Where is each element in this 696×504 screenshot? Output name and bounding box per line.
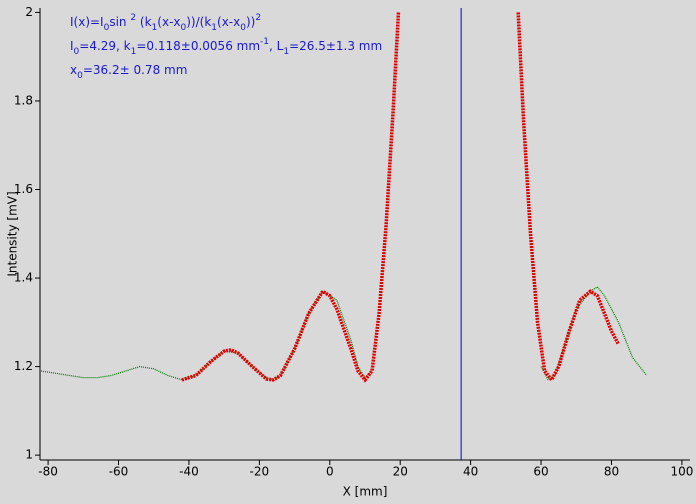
x-tick-label: 60 — [533, 465, 548, 479]
x-tick-label: -40 — [179, 465, 199, 479]
annotation-run: 1 — [152, 23, 158, 33]
y-tick-label: 1 — [25, 448, 33, 462]
annotation-run: x — [70, 63, 77, 77]
y-axis-label: Intensity [mV] — [6, 191, 20, 276]
annotation-run: (k — [136, 15, 151, 29]
annotation-run: (x-x — [157, 15, 180, 29]
annotation-run: 0 — [74, 47, 80, 57]
annotation-run: =36.2± 0.78 mm — [83, 63, 188, 77]
data-line — [181, 12, 621, 384]
annotation-run: sin — [109, 15, 130, 29]
x-tick-label: -60 — [109, 465, 129, 479]
annotation-run: I(x)=I — [70, 15, 104, 29]
annotation-run: =4.29, k — [79, 39, 130, 53]
annotation-run: 0 — [240, 23, 246, 33]
annotation-run: 0 — [104, 23, 110, 33]
y-tick-label: 1.6 — [14, 182, 33, 196]
y-tick-label: 1.2 — [14, 359, 33, 373]
fit-annotation: I(x)=I0sin 2 (k1(x-x0))/(k1(x-x0))2 — [70, 13, 261, 33]
annotation-run: 0 — [77, 71, 83, 81]
annotation-run: 1 — [211, 23, 217, 33]
y-tick-label: 1.4 — [14, 271, 33, 285]
annotation-run: =26.5±1.3 mm — [289, 39, 382, 53]
annotation-run: (x-x — [217, 15, 240, 29]
x-axis-label: X [mm] — [343, 485, 388, 499]
annotation-run: -1 — [260, 37, 269, 47]
annotation-run: , L — [269, 39, 284, 53]
fit-annotation: I0=4.29, k1=0.118±0.0056 mm-1, L1=26.5±1… — [70, 37, 382, 57]
annotation-run: I — [70, 39, 74, 53]
annotation-run: 1 — [131, 47, 137, 57]
y-tick-label: 1.8 — [14, 93, 33, 107]
x-tick-label: 100 — [670, 465, 693, 479]
annotation-run: 0 — [181, 23, 187, 33]
annotation-run: ))/(k — [186, 15, 211, 29]
x-tick-label: 20 — [393, 465, 408, 479]
data-line — [40, 286, 648, 381]
y-tick-label: 2 — [25, 5, 33, 19]
annotation-run: 2 — [255, 13, 261, 23]
x-tick-label: -20 — [250, 465, 270, 479]
fit-annotation: x0=36.2± 0.78 mm — [70, 63, 187, 81]
annotation-run: )) — [246, 15, 255, 29]
x-tick-label: 40 — [463, 465, 478, 479]
x-tick-label: 0 — [326, 465, 334, 479]
annotation-run: 1 — [283, 47, 289, 57]
x-tick-label: -80 — [38, 465, 58, 479]
annotation-run: 2 — [130, 13, 136, 23]
annotation-run: =0.118±0.0056 mm — [136, 39, 260, 53]
x-tick-label: 80 — [604, 465, 619, 479]
